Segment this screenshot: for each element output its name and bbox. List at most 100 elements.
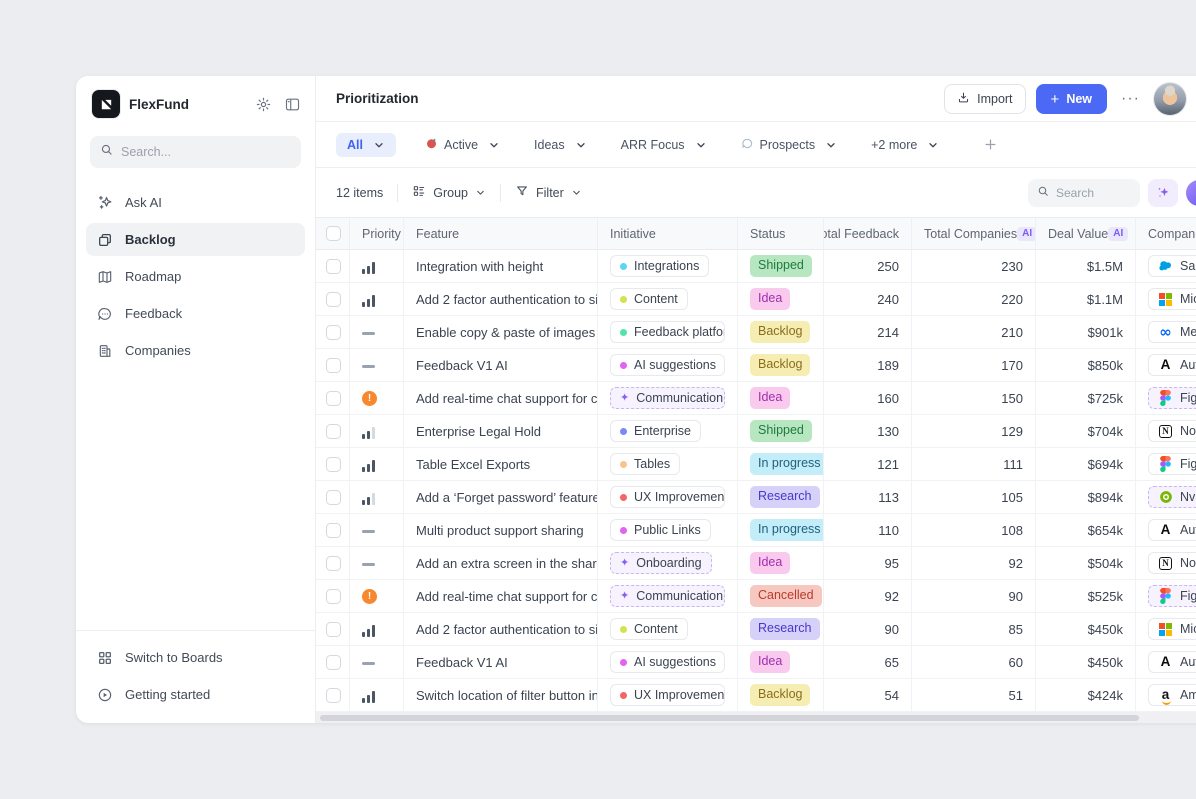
column-header-feature[interactable]: Feature	[404, 218, 598, 249]
sidebar-search[interactable]	[90, 136, 301, 168]
initiative-chip[interactable]: ✦ AI suggestions	[610, 651, 725, 673]
status-badge[interactable]: Research	[750, 618, 820, 640]
status-badge[interactable]: Backlog	[750, 354, 811, 376]
sidebar-item-switch-to-boards[interactable]: Switch to Boards	[86, 641, 305, 674]
initiative-chip[interactable]: ✦ Enterprise	[610, 420, 701, 442]
row-checkbox[interactable]	[326, 522, 341, 538]
table-row[interactable]: ! Add real-time chat support for cust...…	[316, 382, 1196, 415]
status-badge[interactable]: In progress	[750, 519, 823, 541]
initiative-chip[interactable]: ✦ Communication	[610, 585, 725, 607]
row-checkbox[interactable]	[326, 621, 341, 637]
initiative-chip[interactable]: ✦ Onboarding	[610, 552, 712, 574]
column-header-status[interactable]: Status	[738, 218, 824, 249]
sidebar-item-feedback[interactable]: Feedback	[86, 297, 305, 330]
initiative-chip[interactable]: ✦ Public Links	[610, 519, 711, 541]
select-all-checkbox[interactable]	[326, 226, 341, 241]
column-header-companies[interactable]: Companies	[1136, 218, 1196, 249]
table-row[interactable]: ! Feedback V1 AI ✦ AI suggestions Backlo…	[316, 349, 1196, 382]
table-search-input[interactable]	[1056, 185, 1131, 200]
initiative-chip[interactable]: ✦ Feedback platform	[610, 321, 725, 343]
chevron-down-icon[interactable]	[825, 139, 837, 151]
column-header-total-companies[interactable]: Total Companies AI	[912, 218, 1036, 249]
initiative-chip[interactable]: ✦ Content	[610, 288, 688, 310]
sidebar-item-ask-ai[interactable]: Ask AI	[86, 186, 305, 219]
initiative-chip[interactable]: ✦ AI suggestions	[610, 354, 725, 376]
row-checkbox[interactable]	[326, 588, 341, 604]
scrollbar-thumb[interactable]	[320, 714, 1139, 721]
table-row[interactable]: ! Multi product support sharing ✦ Public…	[316, 514, 1196, 547]
sidebar-item-companies[interactable]: Companies	[86, 334, 305, 367]
row-checkbox[interactable]	[326, 357, 341, 373]
table-row[interactable]: ! Add real-time chat support for cust...…	[316, 580, 1196, 613]
status-badge[interactable]: Backlog	[750, 684, 811, 706]
sidebar-item-backlog[interactable]: Backlog	[86, 223, 305, 256]
new-button[interactable]: + New	[1035, 84, 1108, 114]
company-chip[interactable]: Figma	[1148, 387, 1196, 409]
ai-sparkle-button[interactable]	[1148, 178, 1178, 207]
column-header-priority[interactable]: Priority	[350, 218, 404, 249]
column-header-initiative[interactable]: Initiative	[598, 218, 738, 249]
initiative-chip[interactable]: ✦ Content	[610, 618, 688, 640]
status-badge[interactable]: Idea	[750, 552, 791, 574]
table-row[interactable]: ! Add 2 factor authentication to sign...…	[316, 613, 1196, 646]
company-chip[interactable]: Figma	[1148, 453, 1196, 475]
table-row[interactable]: ! Add an extra screen in the share pa...…	[316, 547, 1196, 580]
table-row[interactable]: ! Table Excel Exports ✦ Tables In progre…	[316, 448, 1196, 481]
table-search[interactable]	[1028, 178, 1140, 207]
status-badge[interactable]: Shipped	[750, 420, 812, 442]
company-chip[interactable]: A Autodesk	[1148, 651, 1196, 673]
settings-gear-icon[interactable]	[255, 96, 272, 113]
tab-active[interactable]: Active	[422, 132, 504, 157]
company-chip[interactable]: Nvidea	[1148, 486, 1196, 508]
company-chip[interactable]: N Notion	[1148, 552, 1196, 574]
initiative-chip[interactable]: ✦ Tables	[610, 453, 681, 475]
row-checkbox[interactable]	[326, 489, 341, 505]
table-row[interactable]: ! Feedback V1 AI ✦ AI suggestions Idea 6…	[316, 646, 1196, 679]
collapse-panel-icon[interactable]	[284, 96, 301, 113]
add-view-button[interactable]	[983, 137, 998, 152]
status-badge[interactable]: In progress	[750, 453, 823, 475]
initiative-chip[interactable]: ✦ Integrations	[610, 255, 710, 277]
more-options-button[interactable]: ···	[1117, 90, 1144, 108]
row-checkbox[interactable]	[326, 423, 341, 439]
ai-assistant-avatar[interactable]	[1186, 179, 1196, 206]
status-badge[interactable]: Cancelled	[750, 585, 822, 607]
company-chip[interactable]: a Amazon	[1148, 684, 1196, 706]
initiative-chip[interactable]: ✦ UX Improvements	[610, 486, 725, 508]
company-chip[interactable]: A Autodesk	[1148, 354, 1196, 376]
tab-prospects[interactable]: Prospects	[737, 132, 842, 158]
chevron-down-icon[interactable]	[695, 139, 707, 151]
company-chip[interactable]: Salesforce	[1148, 255, 1196, 277]
status-badge[interactable]: Idea	[750, 651, 791, 673]
sidebar-item-roadmap[interactable]: Roadmap	[86, 260, 305, 293]
sidebar-item-getting-started[interactable]: Getting started	[86, 678, 305, 711]
row-checkbox[interactable]	[326, 390, 341, 406]
company-chip[interactable]: Figma	[1148, 585, 1196, 607]
group-button[interactable]: Group	[412, 184, 486, 201]
chevron-down-icon[interactable]	[927, 139, 939, 151]
tab--2-more[interactable]: +2 more	[867, 133, 943, 157]
chevron-down-icon[interactable]	[488, 139, 500, 151]
sidebar-search-input[interactable]	[121, 145, 291, 159]
table-row[interactable]: ! Add a ‘Forget password’ feature for...…	[316, 481, 1196, 514]
table-row[interactable]: ! Switch location of filter button in ne…	[316, 679, 1196, 712]
row-checkbox[interactable]	[326, 456, 341, 472]
company-chip[interactable]: A Autodesk	[1148, 519, 1196, 541]
initiative-chip[interactable]: ✦ UX Improvements	[610, 684, 725, 706]
tab-arr-focus[interactable]: ARR Focus	[617, 133, 711, 157]
row-checkbox[interactable]	[326, 555, 341, 571]
row-checkbox[interactable]	[326, 654, 341, 670]
initiative-chip[interactable]: ✦ Communication	[610, 387, 725, 409]
row-checkbox[interactable]	[326, 687, 341, 703]
chevron-down-icon[interactable]	[373, 139, 385, 151]
table-row[interactable]: ! Enterprise Legal Hold ✦ Enterprise Shi…	[316, 415, 1196, 448]
status-badge[interactable]: Idea	[750, 288, 791, 310]
row-checkbox[interactable]	[326, 258, 341, 274]
status-badge[interactable]: Idea	[750, 387, 791, 409]
column-header-deal-value[interactable]: Deal Value AI	[1036, 218, 1136, 249]
company-chip[interactable]: ∞ Meta	[1148, 321, 1196, 343]
user-avatar[interactable]	[1154, 83, 1186, 115]
row-checkbox[interactable]	[326, 324, 341, 340]
row-checkbox[interactable]	[326, 291, 341, 307]
column-header-total-feedback[interactable]: Total Feedback	[824, 218, 912, 249]
